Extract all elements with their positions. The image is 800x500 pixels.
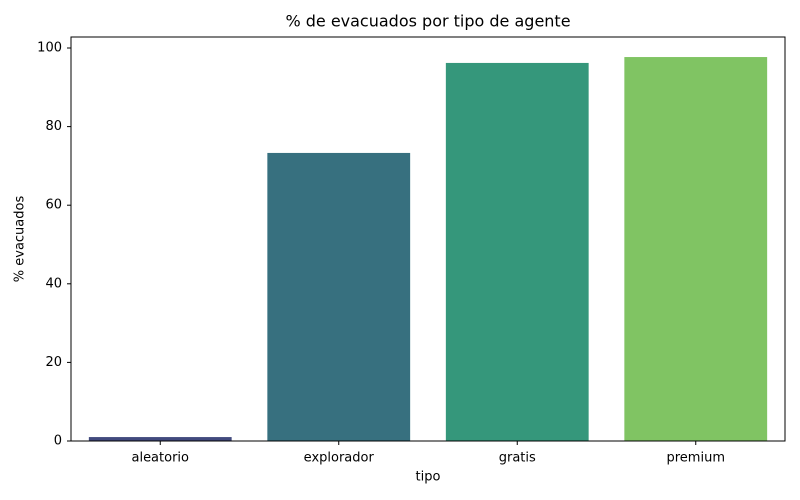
x-axis-label: tipo [416,470,441,485]
plot-frame [70,36,786,442]
x-tick-label: explorador [304,451,375,466]
y-tick-label: 0 [54,434,62,449]
y-tick-label: 80 [45,119,62,134]
x-tick-label: aleatorio [131,451,189,466]
chart-title: % de evacuados por tipo de agente [285,12,570,31]
x-tick-label: premium [667,451,726,466]
y-tick-label: 20 [45,355,62,370]
bar [267,152,411,442]
y-tick-label: 60 [45,198,62,213]
bar [445,62,589,441]
bar [624,57,768,442]
y-axis-label: % evacuados [13,196,28,283]
y-tick-label: 100 [37,41,62,56]
y-tick-label: 40 [45,276,62,291]
x-tick-label: gratis [499,451,536,466]
bar [88,437,232,441]
